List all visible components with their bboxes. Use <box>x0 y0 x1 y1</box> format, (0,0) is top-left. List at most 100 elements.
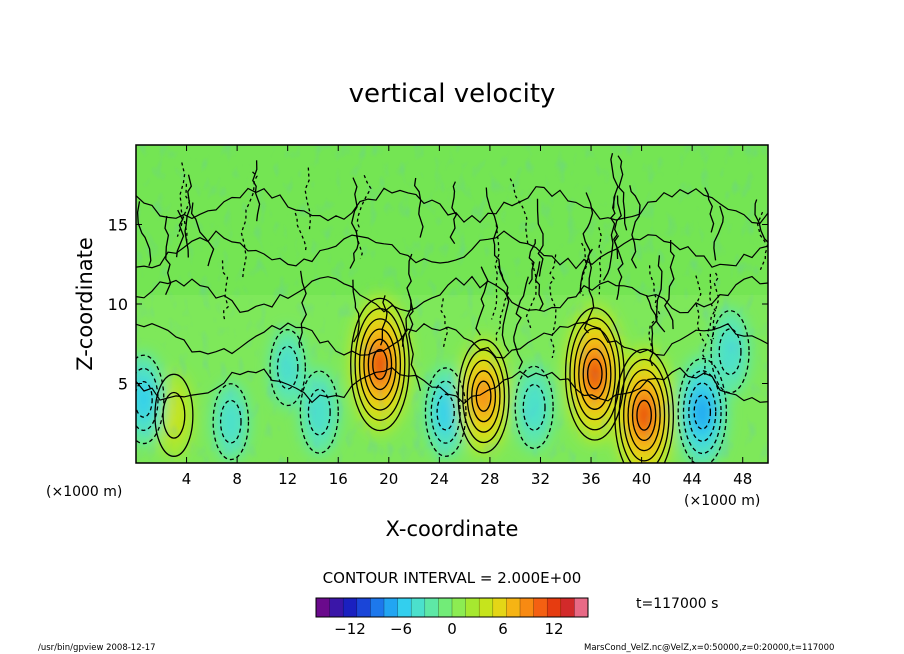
contour-6-1 <box>462 349 506 444</box>
colorbar-segment <box>547 598 562 617</box>
colorbar-tick-label: 12 <box>544 620 563 638</box>
plot-noise-texture <box>136 145 768 463</box>
x-tick-label: 28 <box>480 470 499 488</box>
contour-6-0 <box>457 338 510 454</box>
x-tick-label: 12 <box>278 470 297 488</box>
colorbar-segment <box>329 598 344 617</box>
colorbar-segment <box>356 598 371 617</box>
contour-11-0 <box>269 329 306 407</box>
contour-10-0 <box>677 357 728 463</box>
turbulent-contour-15 <box>252 160 261 222</box>
x-tick-label: 44 <box>683 470 702 488</box>
turbulent-contour-23 <box>629 185 641 269</box>
x-tick-label: 16 <box>329 470 348 488</box>
contour-6-2 <box>466 359 501 433</box>
footer-right: MarsCond_VelZ.nc@VelZ,x=0:50000,z=0:2000… <box>584 643 834 653</box>
y-axis-ticks: 5 10 15 <box>108 216 768 394</box>
broad-contour-3 <box>136 321 768 359</box>
contour-9-4 <box>631 389 657 442</box>
contour-4-3 <box>363 328 397 401</box>
x-tick-label: 40 <box>632 470 651 488</box>
turbulent-contour-13 <box>440 298 449 348</box>
colorbar-tick-label: 0 <box>447 620 457 638</box>
contour-7-0 <box>514 365 554 450</box>
x-tick-label: 24 <box>430 470 449 488</box>
y-tick-label: 10 <box>108 295 128 314</box>
contour-12-1 <box>718 328 742 376</box>
chart-title: vertical velocity <box>349 79 556 109</box>
turbulent-contour-7 <box>579 242 588 296</box>
x-tick-label: 20 <box>379 470 398 488</box>
turbulent-contour-53 <box>497 265 510 352</box>
contour-1-1 <box>136 367 159 432</box>
turbulent-contour-27 <box>656 255 666 333</box>
turbulent-contour-39 <box>536 198 544 277</box>
colorbar-segment <box>384 598 399 617</box>
turbulent-contour-18 <box>613 235 624 300</box>
x-axis-ticks: 4 8 12 16 20 24 28 32 36 40 44 48 <box>182 145 752 488</box>
turbulent-contour-42 <box>617 155 628 231</box>
footer-left: /usr/bin/gpview 2008-12-17 <box>38 643 156 653</box>
contour-9-3 <box>627 379 661 452</box>
colorbar-segment <box>560 598 575 617</box>
colorbar-segment <box>574 598 589 617</box>
turbulent-contour-29 <box>449 181 458 245</box>
colorbar-segment <box>424 598 439 617</box>
contour-8-5 <box>587 358 603 390</box>
contour-10-3 <box>693 394 712 430</box>
turbulent-contour-20 <box>708 273 717 340</box>
colorbar-tick-label: −12 <box>334 620 366 638</box>
turbulent-contour-21 <box>355 174 372 259</box>
contour-interval: CONTOUR INTERVAL = 2.000E+00 <box>323 569 582 587</box>
colorbar-tick-label: −6 <box>390 620 412 638</box>
x-unit-left: (×1000 m) <box>46 484 122 500</box>
broad-contour-2 <box>136 275 768 314</box>
turbulent-contour-28 <box>190 202 215 267</box>
colorbar-segment <box>506 598 521 617</box>
turbulent-contour-17 <box>549 254 557 359</box>
colorbar-frame <box>315 597 589 618</box>
turbulent-contour-43 <box>294 212 307 253</box>
x-tick-label: 8 <box>232 470 242 488</box>
colorbar-segment <box>438 598 453 617</box>
broad-contour-4 <box>136 366 768 405</box>
x-unit-right: (×1000 m) <box>684 493 760 509</box>
turbulent-contour-5 <box>490 224 500 320</box>
turbulent-contour-51 <box>352 279 360 343</box>
contour-4-5 <box>372 348 388 380</box>
turbulent-contour-8 <box>645 294 658 367</box>
colorbar-segment <box>397 598 412 617</box>
turbulent-contour-31 <box>706 272 720 341</box>
turbulent-contour-47 <box>648 265 661 355</box>
x-axis-label: X-coordinate <box>386 517 519 541</box>
turbulent-contour-33 <box>664 239 675 330</box>
colorbar-segment <box>343 598 358 617</box>
contour-2-1 <box>219 399 242 444</box>
contour-0-0 <box>154 373 194 457</box>
contour-9-0 <box>614 348 675 463</box>
contour-9-5 <box>636 399 652 431</box>
colorbar <box>315 598 589 617</box>
contour-10-2 <box>688 382 717 442</box>
contour-7-1 <box>522 383 546 431</box>
colorbar-segment <box>452 598 467 617</box>
contour-9-2 <box>623 369 666 462</box>
turbulent-contour-40 <box>240 171 258 279</box>
turbulent-contour-14 <box>304 167 312 232</box>
turbulent-contour-11 <box>756 211 768 271</box>
turbulent-contour-22 <box>349 177 359 269</box>
contour-8-4 <box>582 348 608 400</box>
contour-8-0 <box>564 307 625 441</box>
contour-3-0 <box>299 370 339 454</box>
turbulent-contour-0 <box>695 275 707 377</box>
colorbar-segment <box>411 598 426 617</box>
turbulent-contour-38 <box>485 187 506 283</box>
turbulent-contour-49 <box>579 192 594 294</box>
turbulent-contour-10 <box>379 295 388 346</box>
contour-4-4 <box>367 338 393 391</box>
contour-9-1 <box>618 358 670 463</box>
time-label: t=117000 s <box>636 596 718 612</box>
contour-8-2 <box>573 327 616 421</box>
y-tick-label: 15 <box>108 216 128 235</box>
